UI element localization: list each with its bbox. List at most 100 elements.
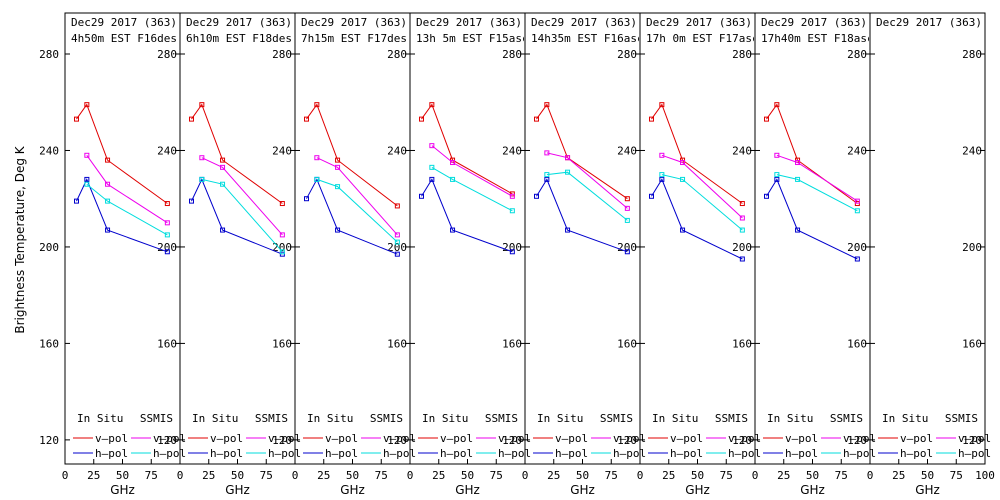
x-axis-label: GHz [685, 483, 710, 497]
data-point [680, 176, 686, 182]
legend-label: h–pol [383, 447, 416, 460]
y-tick-label: 160 [847, 337, 867, 350]
panel-title-group: Dec29 2017 (363) 4h50m EST F16des [71, 16, 177, 45]
series-line [421, 103, 513, 195]
legend-header: In Situ [537, 412, 583, 425]
legend-header: In Situ [767, 412, 813, 425]
series-line [546, 171, 628, 221]
legend-header: In Situ [882, 412, 928, 425]
legend-label: h–pol [95, 447, 128, 460]
data-point [164, 201, 170, 207]
y-tick-label: 120 [387, 434, 407, 447]
data-point [544, 172, 550, 178]
data-point [774, 172, 780, 178]
data-point [189, 116, 194, 122]
data-point [764, 116, 769, 122]
y-tick-label: 160 [157, 337, 177, 350]
data-point [105, 181, 111, 187]
x-tick-label: 25 [892, 469, 905, 482]
series-line [536, 103, 628, 200]
panel-title-group: Dec29 2017 (363) 14h35m EST F16asc [531, 16, 639, 45]
legend-label: h–pol [843, 447, 876, 460]
series-line [316, 178, 398, 243]
y-tick-label: 280 [502, 48, 522, 61]
x-tick-label: 75 [720, 469, 733, 482]
data-point [105, 157, 111, 163]
legend: In Situ SSMIS v–pol h–pol v–pol h–pol [878, 412, 991, 460]
series-line [651, 178, 743, 260]
panel-frame [64, 12, 181, 465]
y-tick-label: 240 [39, 144, 59, 157]
data-point [304, 116, 309, 122]
data-point [84, 176, 90, 182]
legend-label: h–pol [958, 447, 991, 460]
data-point [314, 176, 320, 182]
legend-label: h–pol [613, 447, 646, 460]
x-tick-label: 50 [116, 469, 129, 482]
series-line [776, 174, 858, 212]
data-point [534, 116, 539, 122]
y-tick-label: 120 [617, 434, 637, 447]
data-point [624, 196, 630, 202]
data-point [84, 152, 90, 158]
data-point [649, 116, 654, 122]
y-tick-label: 200 [847, 241, 867, 254]
legend-header: SSMIS [370, 412, 403, 425]
panel-title: Dec29 2017 (363) [876, 16, 982, 29]
x-tick-label: 0 [407, 469, 414, 482]
series-line [191, 103, 283, 204]
y-tick-label: 120 [39, 434, 59, 447]
x-tick-label: 50 [231, 469, 244, 482]
panel-subtitle: 13h 5m EST F15asc [416, 32, 529, 45]
legend-label: v–pol [440, 432, 473, 445]
y-tick-label: 240 [847, 144, 867, 157]
legend-label: v–pol [785, 432, 818, 445]
series-line [661, 174, 743, 231]
x-tick-label: 75 [835, 469, 848, 482]
y-tick-label: 120 [272, 434, 292, 447]
panel-7: Dec29 2017 (363) 17h40m EST F18asc 120 160 2… [752, 12, 876, 497]
y-tick-label: 280 [847, 48, 867, 61]
y-tick-label: 240 [272, 144, 292, 157]
y-tick-label: 120 [157, 434, 177, 447]
data-point [774, 102, 780, 108]
x-tick-label: 50 [691, 469, 704, 482]
data-point [509, 249, 515, 255]
data-point [164, 220, 170, 226]
data-point [279, 249, 285, 255]
panel-title: Dec29 2017 (363) [531, 16, 637, 29]
legend-label: h–pol [153, 447, 186, 460]
x-tick-label: 50 [576, 469, 589, 482]
y-tick-label: 280 [387, 48, 407, 61]
legend-label: v–pol [843, 432, 876, 445]
panel-subtitle: 4h50m EST F16des [71, 32, 177, 45]
x-tick-label: 75 [490, 469, 503, 482]
x-tick-label: 75 [605, 469, 618, 482]
y-tick-label: 240 [732, 144, 752, 157]
legend-header: SSMIS [485, 412, 518, 425]
data-point [649, 193, 654, 199]
data-point [450, 160, 456, 166]
y-tick-label: 200 [732, 241, 752, 254]
legend: In Situ SSMIS v–pol h–pol v–pol h–pol [648, 412, 761, 460]
panel-frame [409, 12, 526, 465]
x-tick-label: 25 [777, 469, 790, 482]
series-line [651, 103, 743, 204]
data-point [774, 176, 780, 182]
data-point [795, 176, 801, 182]
data-point [659, 102, 665, 108]
series-line [86, 183, 168, 236]
legend-header: SSMIS [715, 412, 748, 425]
y-tick-label: 200 [502, 241, 522, 254]
panel-title-group: Dec29 2017 (363) 13h 5m EST F15asc [416, 16, 529, 45]
x-tick-label: 50 [346, 469, 359, 482]
legend-header: In Situ [307, 412, 353, 425]
y-tick-label: 120 [732, 434, 752, 447]
y-tick-label: 280 [962, 48, 982, 61]
data-point [624, 217, 630, 223]
x-tick-label: 75 [145, 469, 158, 482]
data-point [105, 198, 111, 204]
data-point [199, 176, 205, 182]
data-point [854, 256, 860, 262]
